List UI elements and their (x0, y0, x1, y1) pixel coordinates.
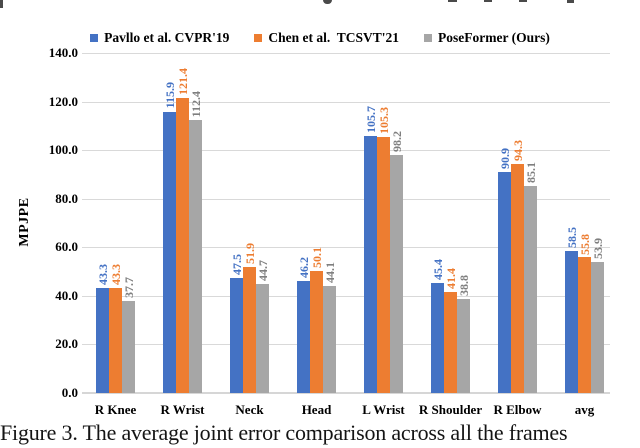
legend-item-pavllo-et-al-cvpr-19: Pavllo et al. CVPR'19 (90, 30, 229, 46)
bar-neck-pavllo-et-al-cvpr-19 (230, 277, 243, 393)
bar-neck-chen-et-al-tcsvt-21 (243, 266, 256, 393)
figure-caption: Figure 3. The average joint error compar… (0, 420, 568, 445)
bar-r-knee-poseformer-ours (122, 301, 135, 393)
value-label-l-wrist-pavllo-et-al-cvpr-19: 105.7 (363, 106, 378, 134)
value-label-r-knee-pavllo-et-al-cvpr-19: 43.3 (95, 263, 110, 285)
value-label-head-poseformer-ours: 44.1 (322, 261, 337, 283)
bar-l-wrist-pavllo-et-al-cvpr-19 (364, 136, 377, 393)
bar-r-wrist-chen-et-al-tcsvt-21 (176, 98, 189, 393)
bar-l-wrist-poseformer-ours (390, 154, 403, 393)
x-axis-line (82, 392, 610, 394)
x-tick-label-neck: Neck (235, 402, 264, 417)
y-tick-label: 140.0 (48, 45, 78, 60)
legend-label-chen-et-al-tcsvt-21: Chen et al. TCSVT'21 (268, 30, 400, 45)
x-tick-label-head: Head (301, 402, 332, 417)
legend-swatch-chen-et-al-tcsvt-21 (254, 34, 263, 42)
x-tick-label-avg: avg (574, 402, 595, 417)
value-label-l-wrist-chen-et-al-tcsvt-21: 105.3 (376, 107, 391, 135)
y-tick-label: 120.0 (48, 93, 78, 109)
value-label-r-elbow-poseformer-ours: 85.1 (523, 162, 538, 184)
legend-label-pavllo-et-al-cvpr-19: Pavllo et al. CVPR'19 (104, 30, 230, 45)
value-label-r-knee-poseformer-ours: 37.7 (121, 277, 136, 299)
bar-r-elbow-poseformer-ours (524, 186, 537, 393)
bar-r-shoulder-pavllo-et-al-cvpr-19 (431, 282, 444, 393)
gridline (82, 247, 610, 248)
gridline (82, 150, 610, 151)
legend-swatch-poseformer-ours (424, 34, 433, 42)
value-label-r-shoulder-pavllo-et-al-cvpr-19: 45.4 (430, 258, 445, 280)
value-label-neck-chen-et-al-tcsvt-21: 51.9 (242, 242, 257, 264)
value-label-neck-poseformer-ours: 44.7 (255, 260, 270, 282)
x-tick-label-r-shoulder: R Shoulder (418, 402, 483, 417)
bar-r-wrist-poseformer-ours (189, 120, 202, 393)
x-tick-label-r-elbow: R Elbow (493, 402, 542, 417)
y-tick-label: 60.0 (55, 239, 78, 255)
bar-avg-poseformer-ours (591, 262, 604, 393)
value-label-r-wrist-poseformer-ours: 112.4 (188, 90, 203, 118)
bar-avg-chen-et-al-tcsvt-21 (578, 257, 591, 393)
bar-r-elbow-pavllo-et-al-cvpr-19 (498, 172, 511, 393)
value-label-head-chen-et-al-tcsvt-21: 50.1 (309, 247, 324, 269)
cropped-text-fragment (0, 0, 3, 8)
cropped-text-fragment (448, 0, 457, 2)
value-label-r-wrist-chen-et-al-tcsvt-21: 121.4 (175, 68, 190, 96)
bar-r-elbow-chen-et-al-tcsvt-21 (511, 163, 524, 393)
y-tick-label: 0.0 (61, 385, 78, 400)
cropped-text-fragment (484, 0, 492, 2)
bar-r-shoulder-chen-et-al-tcsvt-21 (444, 292, 457, 393)
bar-head-chen-et-al-tcsvt-21 (310, 271, 323, 393)
y-tick-label: 80.0 (55, 190, 78, 206)
bar-head-poseformer-ours (323, 285, 336, 393)
value-label-avg-poseformer-ours: 53.9 (590, 238, 605, 260)
value-label-r-shoulder-poseformer-ours: 38.8 (456, 274, 471, 296)
x-tick-label-l-wrist: L Wrist (362, 402, 405, 417)
value-label-avg-pavllo-et-al-cvpr-19: 58.5 (564, 226, 579, 248)
gridline (82, 199, 610, 200)
bar-r-wrist-pavllo-et-al-cvpr-19 (163, 111, 176, 393)
cropped-text-fragment (323, 0, 332, 4)
legend-swatch-pavllo-et-al-cvpr-19 (90, 34, 99, 42)
bar-r-knee-chen-et-al-tcsvt-21 (109, 287, 122, 393)
y-tick-label: 40.0 (55, 287, 78, 303)
bar-neck-poseformer-ours (256, 284, 269, 393)
value-label-l-wrist-poseformer-ours: 98.2 (389, 130, 404, 152)
bar-r-knee-pavllo-et-al-cvpr-19 (96, 287, 109, 393)
cropped-text-fragment (519, 0, 527, 2)
gridline (82, 344, 610, 345)
bar-r-shoulder-poseformer-ours (457, 298, 470, 393)
gridline (82, 296, 610, 297)
y-tick-label: 100.0 (48, 142, 78, 158)
value-label-r-shoulder-chen-et-al-tcsvt-21: 41.4 (443, 268, 458, 290)
bar-head-pavllo-et-al-cvpr-19 (297, 280, 310, 393)
value-label-r-elbow-chen-et-al-tcsvt-21: 94.3 (510, 140, 525, 161)
gridline (82, 53, 610, 54)
value-label-avg-chen-et-al-tcsvt-21: 55.8 (577, 233, 592, 255)
value-label-neck-pavllo-et-al-cvpr-19: 47.5 (229, 253, 244, 275)
value-label-r-wrist-pavllo-et-al-cvpr-19: 115.9 (162, 82, 177, 109)
value-label-r-knee-chen-et-al-tcsvt-21: 43.3 (108, 263, 123, 285)
bar-avg-pavllo-et-al-cvpr-19 (565, 250, 578, 393)
gridline (82, 102, 610, 103)
y-tick-label: 20.0 (55, 336, 78, 352)
legend-label-poseformer-ours: PoseFormer (Ours) (438, 30, 550, 45)
x-tick-label-r-knee: R Knee (94, 402, 137, 417)
cropped-text-fragment (567, 0, 574, 3)
legend-item-poseformer-ours: PoseFormer (Ours) (424, 30, 550, 46)
value-label-r-elbow-pavllo-et-al-cvpr-19: 90.9 (497, 148, 512, 170)
legend-item-chen-et-al-tcsvt-21: Chen et al. TCSVT'21 (254, 30, 399, 46)
chart-legend: Pavllo et al. CVPR'19 Chen et al. TCSVT'2… (0, 29, 640, 47)
x-tick-label-r-wrist: R Wrist (160, 402, 205, 417)
bar-l-wrist-chen-et-al-tcsvt-21 (377, 137, 390, 393)
value-label-head-pavllo-et-al-cvpr-19: 46.2 (296, 256, 311, 278)
